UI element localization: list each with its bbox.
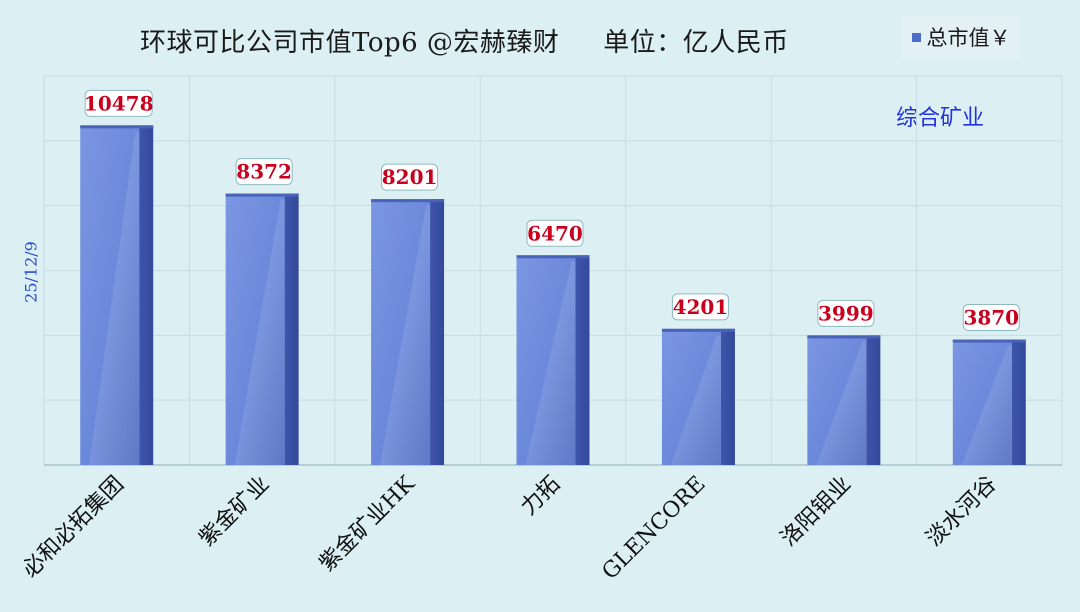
data-label-box bbox=[817, 299, 875, 327]
bar-top-edge bbox=[371, 199, 445, 203]
category-label: 力拓 bbox=[516, 472, 565, 521]
bar-side bbox=[284, 193, 299, 465]
bar-side bbox=[139, 125, 154, 465]
category-label: 淡水河谷 bbox=[922, 472, 1002, 552]
legend-label: 总市值￥ bbox=[926, 26, 1011, 50]
bar-side bbox=[866, 335, 881, 465]
chart-title: 环球可比公司市值Top6 @宏赫臻财 单位：亿人民币 bbox=[140, 28, 789, 58]
bar-front bbox=[952, 339, 1012, 465]
bar-front bbox=[80, 125, 140, 465]
data-label: 8372 bbox=[236, 160, 292, 184]
bar-top-edge bbox=[80, 125, 154, 129]
bar-highlight bbox=[89, 131, 140, 465]
bar-front bbox=[371, 199, 431, 465]
data-label-box bbox=[381, 163, 439, 191]
bar-top-edge bbox=[225, 193, 299, 197]
bar-highlight bbox=[525, 261, 576, 465]
bar-highlight bbox=[961, 345, 1012, 465]
bar-top-edge bbox=[952, 339, 1026, 343]
bar-front bbox=[516, 255, 576, 465]
bar-side bbox=[1011, 339, 1026, 465]
bar-highlight bbox=[670, 334, 721, 465]
chart-annotation: 综合矿业 bbox=[896, 106, 985, 131]
data-label-box bbox=[526, 219, 584, 247]
data-label: 3999 bbox=[818, 301, 874, 325]
data-label: 8201 bbox=[382, 165, 438, 189]
data-label-box bbox=[671, 293, 729, 321]
data-label-box bbox=[235, 158, 293, 186]
bar-highlight bbox=[816, 341, 867, 465]
legend-swatch bbox=[911, 32, 921, 42]
bar-front bbox=[807, 335, 867, 465]
data-label: 3870 bbox=[963, 306, 1019, 330]
category-label: GLENCORE bbox=[598, 472, 711, 585]
data-label-box bbox=[962, 304, 1020, 332]
data-label: 4201 bbox=[673, 295, 729, 319]
bar-top-edge bbox=[807, 335, 881, 339]
data-label-box bbox=[84, 89, 153, 117]
bar-highlight bbox=[379, 205, 431, 465]
category-label: 洛阳钼业 bbox=[776, 472, 856, 552]
data-label: 6470 bbox=[527, 221, 583, 245]
legend: 总市值￥ bbox=[902, 16, 1020, 58]
bar-front bbox=[225, 193, 285, 465]
bar-side bbox=[575, 255, 590, 465]
category-label: 紫金矿业HK bbox=[315, 471, 420, 576]
bar-top-edge bbox=[661, 328, 735, 332]
bar-side bbox=[720, 328, 735, 465]
data-label: 10478 bbox=[84, 91, 154, 115]
bar-side bbox=[430, 199, 445, 465]
bar-highlight bbox=[234, 199, 285, 465]
category-label: 紫金矿业 bbox=[194, 472, 274, 552]
bar-top-edge bbox=[516, 255, 590, 259]
category-label: 必和必拓集团 bbox=[18, 472, 129, 583]
bar-front bbox=[661, 328, 721, 465]
